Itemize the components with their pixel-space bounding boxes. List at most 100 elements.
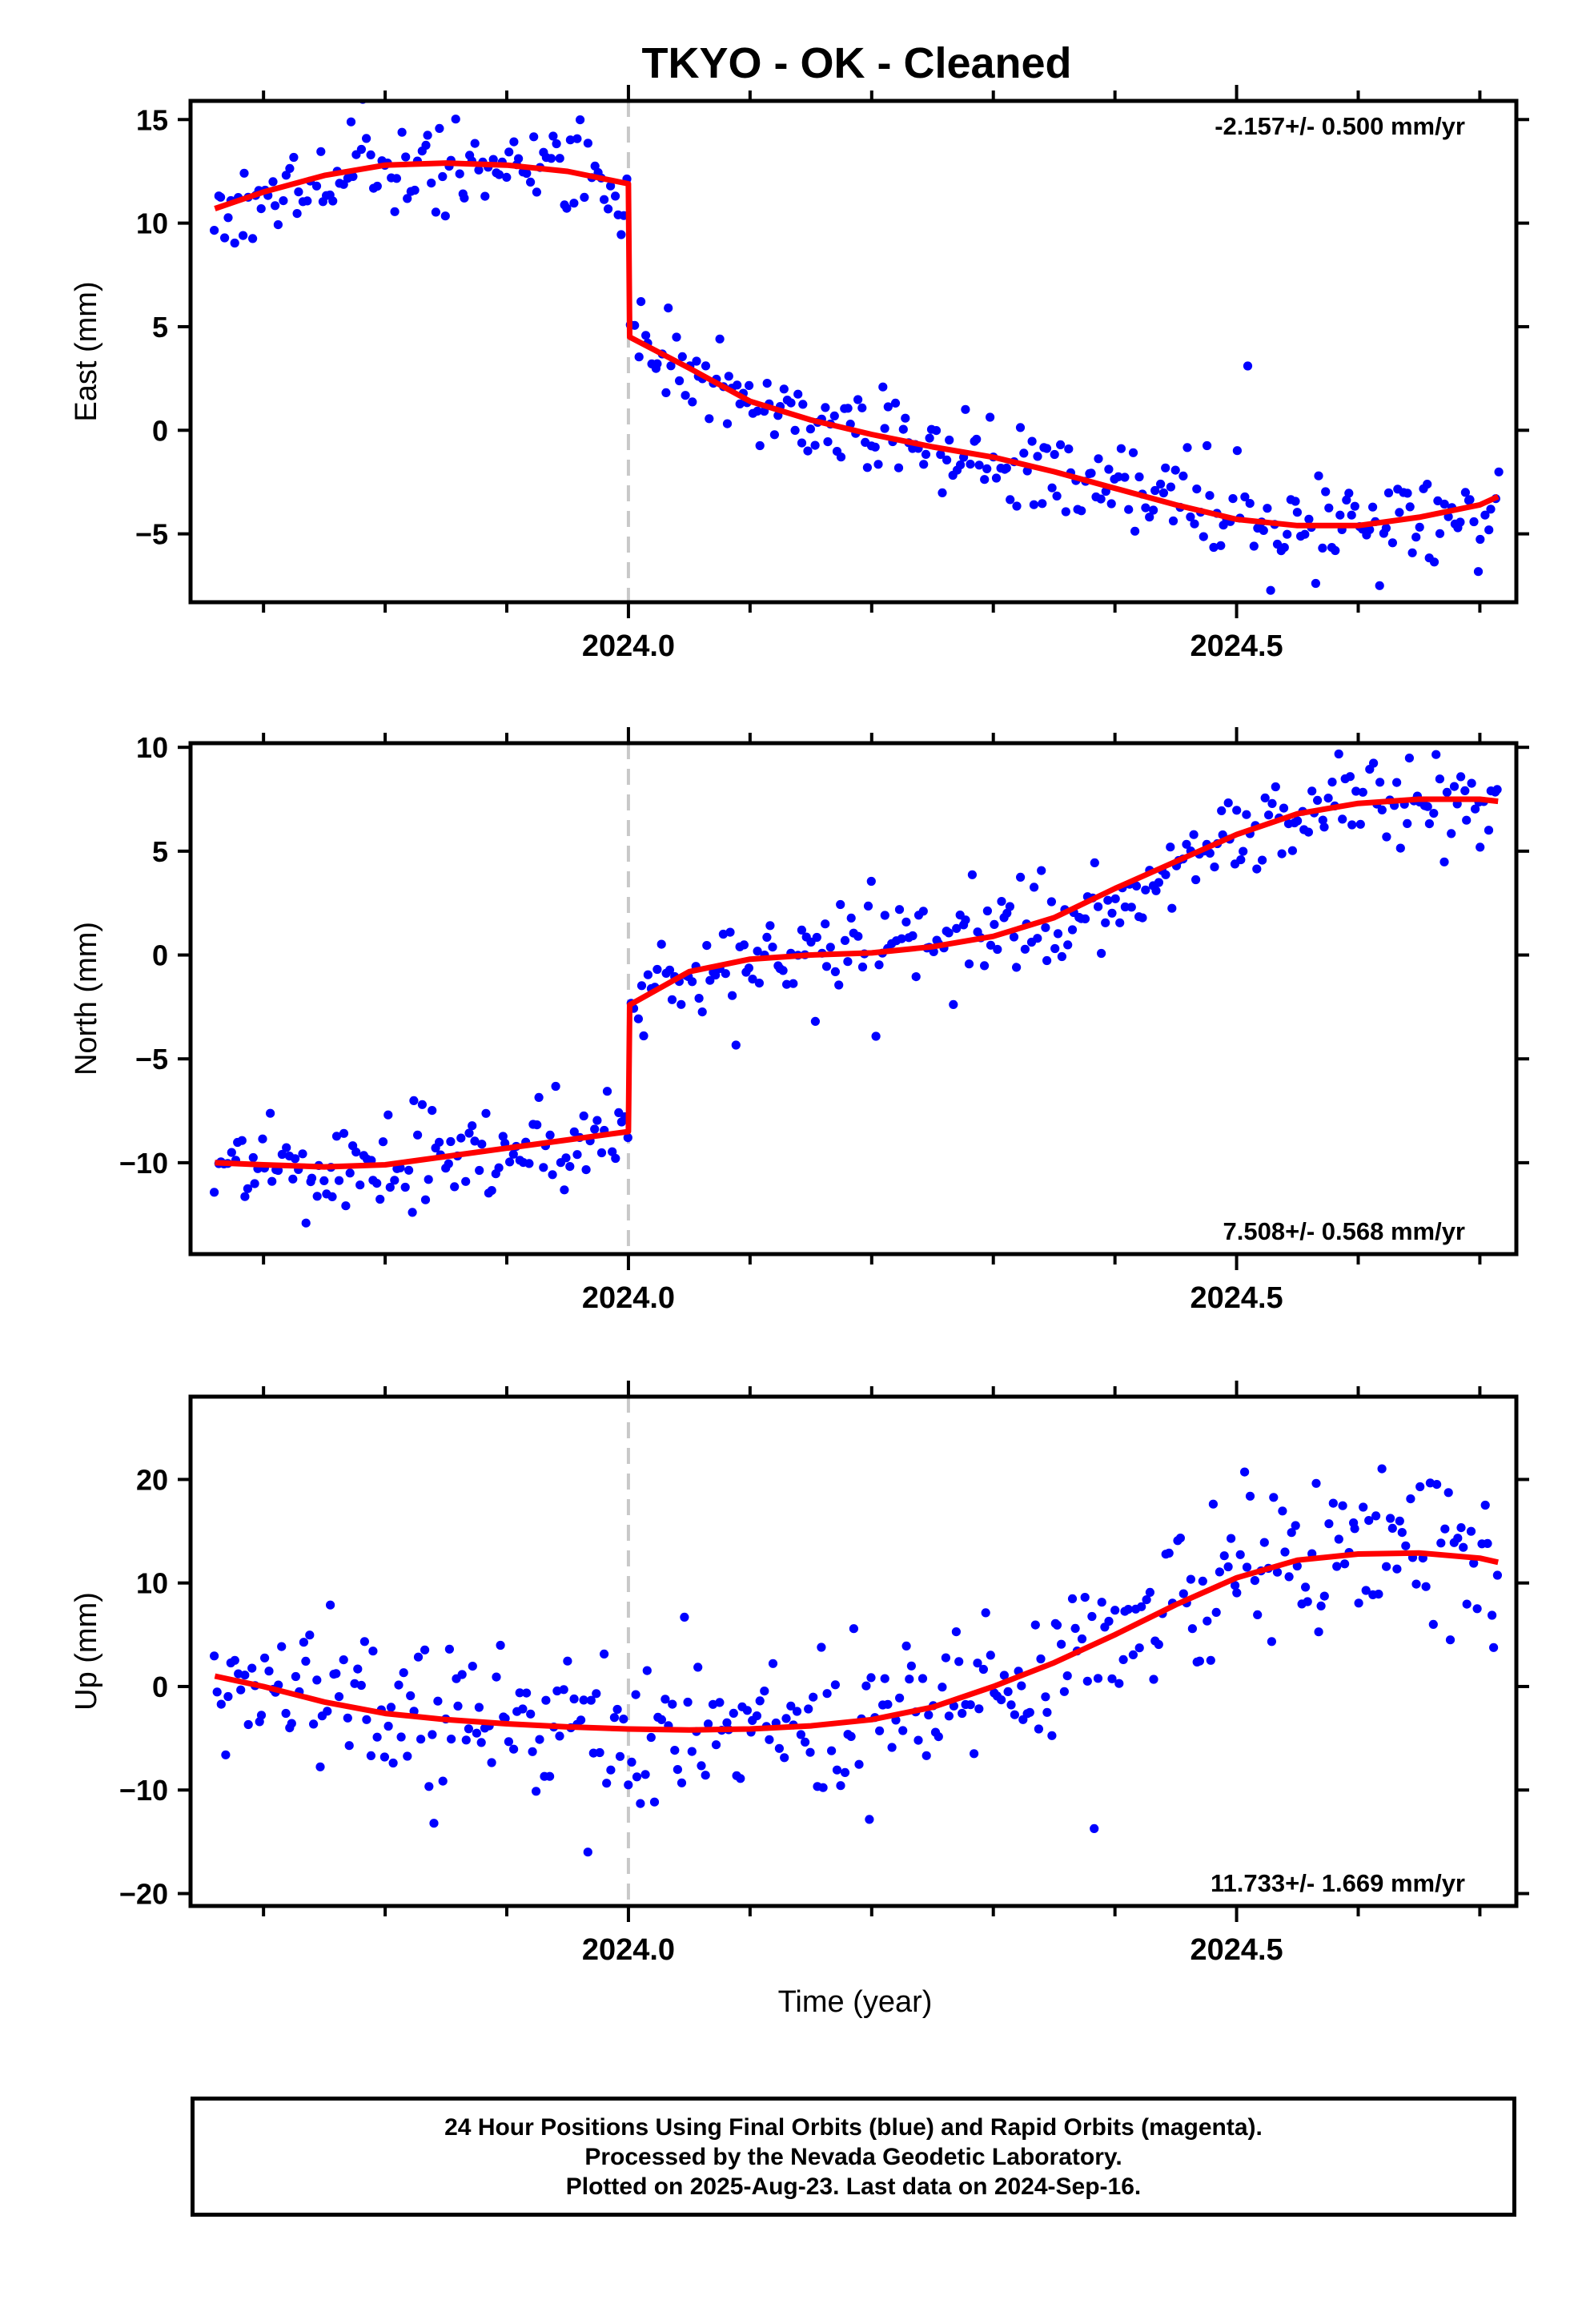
east-data-point xyxy=(1476,534,1485,545)
up-data-point xyxy=(973,1659,982,1668)
east-data-point xyxy=(1104,464,1114,474)
up-data-point xyxy=(1280,1547,1290,1557)
east-data-point xyxy=(1116,444,1126,453)
up-data-point xyxy=(997,1695,1006,1705)
east-data-point xyxy=(823,437,833,447)
east-data-point xyxy=(986,412,995,422)
up-data-point xyxy=(1203,1616,1212,1626)
east-data-point xyxy=(805,424,816,434)
east-data-point xyxy=(522,168,532,179)
up-data-point xyxy=(938,1683,947,1692)
north-data-point xyxy=(579,1111,588,1121)
north-data-point xyxy=(508,1149,518,1159)
east-data-point xyxy=(565,135,576,145)
north-data-point xyxy=(1471,804,1480,814)
up-data-point xyxy=(1338,1501,1347,1510)
east-data-point xyxy=(722,419,733,428)
north-data-point xyxy=(1242,810,1251,819)
east-data-point xyxy=(1134,472,1144,482)
east-data-point xyxy=(1344,489,1354,498)
up-data-point xyxy=(1070,1623,1080,1633)
east-data-point xyxy=(372,181,382,191)
north-rate-label: 7.508+/- 0.568 mm/yr xyxy=(1223,1217,1465,1245)
up-data-point xyxy=(921,1751,931,1760)
east-data-point xyxy=(292,209,302,219)
north-data-point xyxy=(677,999,686,1009)
east-data-point xyxy=(356,144,366,155)
north-data-point xyxy=(1307,786,1317,796)
east-data-point xyxy=(391,174,401,183)
up-data-point xyxy=(1067,1594,1078,1603)
up-data-point xyxy=(1149,1675,1158,1684)
up-panel: 20 10 0 −10 −20 2024.0 2024.5 Up (mm) 11.733+/- … xyxy=(70,1381,1529,1967)
up-data-point xyxy=(221,1750,231,1759)
north-data-point xyxy=(1232,806,1242,815)
north-data-point xyxy=(1110,894,1120,903)
north-data-point xyxy=(846,913,856,923)
east-data-point xyxy=(636,297,646,307)
east-data-point xyxy=(821,403,830,412)
east-data-point xyxy=(451,115,460,124)
north-fit-line xyxy=(215,796,1499,1170)
north-data-point xyxy=(545,1130,555,1140)
north-data-point xyxy=(461,1176,471,1186)
up-data-point xyxy=(949,1701,958,1711)
east-data-point xyxy=(526,177,536,187)
up-data-point xyxy=(1374,1590,1383,1599)
north-data-point xyxy=(718,929,729,939)
east-data-point xyxy=(220,233,230,243)
east-data-point xyxy=(460,193,469,203)
north-data-point xyxy=(424,1175,433,1184)
north-data-point xyxy=(464,1128,474,1138)
east-data-point xyxy=(921,449,931,460)
up-data-point xyxy=(359,1637,369,1647)
north-data-point xyxy=(298,1149,307,1159)
north-data-point xyxy=(797,925,807,935)
north-data-point xyxy=(1154,878,1163,887)
up-data-point xyxy=(1324,1519,1334,1529)
east-data-point xyxy=(829,411,839,421)
up-data-point xyxy=(210,1651,219,1661)
east-data-point xyxy=(410,185,420,195)
east-data-point xyxy=(938,488,947,498)
north-data-point xyxy=(834,980,844,990)
up-data-point xyxy=(492,1672,501,1682)
east-data-point xyxy=(1365,525,1375,535)
east-ytick-label: 10 xyxy=(136,207,168,240)
up-data-point xyxy=(711,1740,721,1750)
north-data-point xyxy=(656,939,666,949)
north-data-point xyxy=(1041,923,1050,932)
footer-line-1: 24 Hour Positions Using Final Orbits (bl… xyxy=(444,2113,1263,2141)
up-data-point xyxy=(326,1600,335,1610)
up-data-point xyxy=(895,1693,905,1703)
east-data-point xyxy=(583,139,593,148)
up-data-point xyxy=(1472,1604,1482,1614)
east-y-axis-label: East (mm) xyxy=(70,281,103,421)
east-data-point xyxy=(1279,543,1289,553)
north-data-point xyxy=(548,1170,557,1180)
north-data-point xyxy=(739,940,749,950)
east-data-point xyxy=(248,234,258,243)
up-fit-line xyxy=(214,1550,1499,1733)
east-data-point xyxy=(803,446,813,456)
east-data-point xyxy=(901,413,910,423)
up-data-point xyxy=(474,1703,484,1712)
north-data-point xyxy=(345,1168,355,1178)
north-data-point xyxy=(731,1040,741,1050)
east-data-point xyxy=(1156,479,1166,489)
up-data-point xyxy=(1443,1488,1453,1498)
north-data-point xyxy=(1382,832,1391,842)
up-data-point xyxy=(1215,1567,1224,1577)
north-data-point xyxy=(843,957,853,967)
up-data-point xyxy=(827,1746,837,1755)
up-data-point xyxy=(1291,1521,1300,1530)
up-data-point xyxy=(532,1787,541,1796)
east-data-point xyxy=(1240,492,1250,502)
east-data-point xyxy=(1145,513,1154,522)
up-data-point xyxy=(362,1715,371,1724)
north-data-point xyxy=(765,921,775,931)
east-data-point xyxy=(1161,463,1170,472)
north-data-point xyxy=(1138,913,1147,923)
east-data-point xyxy=(509,137,519,147)
north-data-point xyxy=(1009,932,1019,942)
